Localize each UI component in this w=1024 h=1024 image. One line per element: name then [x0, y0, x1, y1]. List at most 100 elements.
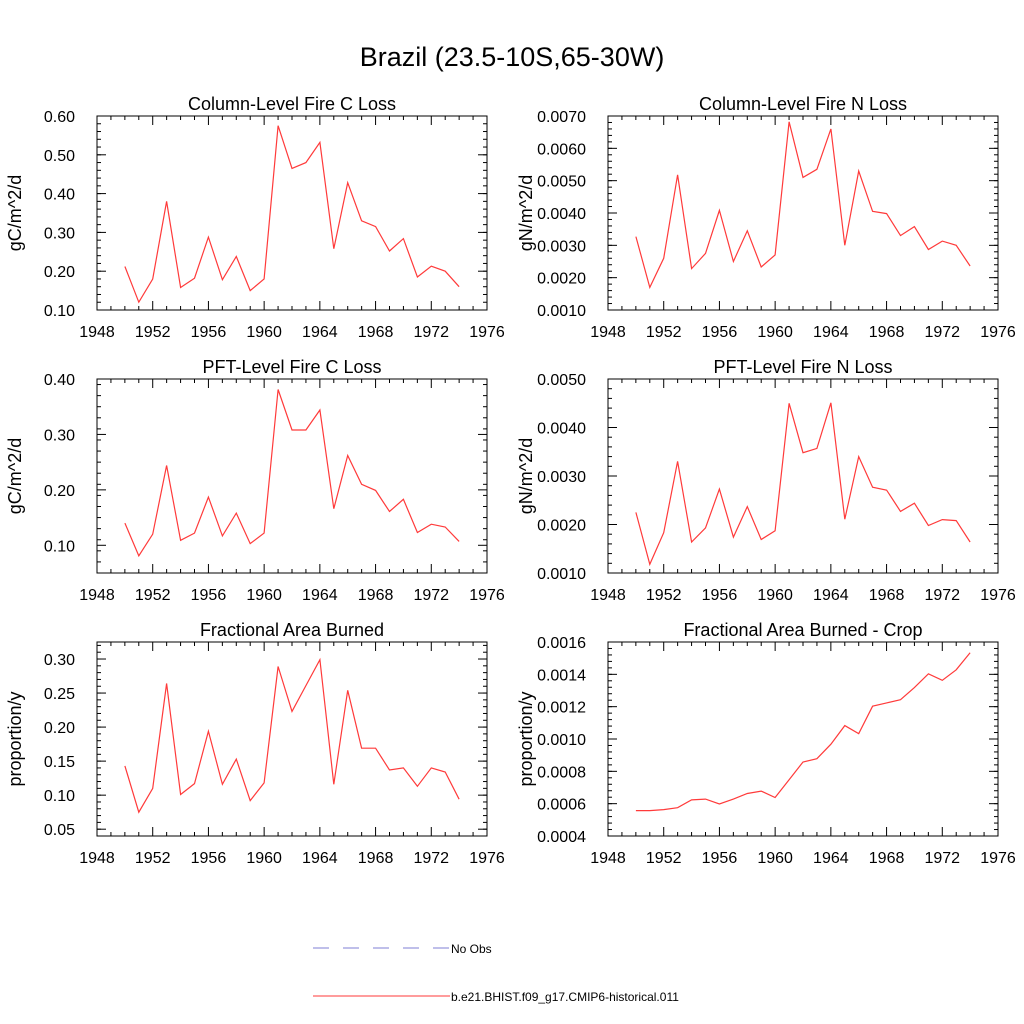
y-tick-label: 0.0014: [537, 667, 586, 684]
y-tick-label: 0.10: [44, 538, 75, 555]
x-tick-label: 1952: [135, 587, 171, 604]
chart-panel: Fractional Area Burned - Crop proportion/…: [516, 620, 1016, 867]
x-tick-label: 1952: [646, 324, 682, 341]
x-tick-label: 1972: [413, 324, 449, 341]
y-tick-label: 0.0010: [537, 566, 586, 583]
x-tick-label: 1968: [869, 324, 905, 341]
y-tick-label: 0.05: [44, 822, 75, 839]
panel-title: PFT-Level Fire N Loss: [713, 357, 892, 377]
x-tick-label: 1972: [924, 850, 960, 867]
y-tick-label: 0.60: [44, 109, 75, 126]
x-tick-label: 1976: [980, 324, 1016, 341]
y-tick-label: 0.25: [44, 686, 75, 703]
y-tick-label: 0.20: [44, 483, 75, 500]
legend: No Obs b.e21.BHIST.f09_g17.CMIP6-historic…: [313, 942, 679, 1004]
series-line: [635, 652, 971, 812]
x-tick-label: 1976: [469, 850, 505, 867]
x-tick-label: 1956: [191, 587, 227, 604]
x-tick-label: 1964: [813, 587, 849, 604]
x-tick-label: 1968: [869, 587, 905, 604]
x-tick-label: 1960: [246, 587, 282, 604]
x-tick-label: 1976: [980, 587, 1016, 604]
plot-frame: [96, 641, 488, 837]
y-tick-label: 0.0012: [537, 700, 586, 717]
y-tick-label: 0.50: [44, 148, 75, 165]
x-tick-label: 1960: [246, 850, 282, 867]
x-tick-label: 1968: [358, 587, 394, 604]
series-line: [635, 402, 971, 567]
chart-panel: PFT-Level Fire N Loss gN/m^2/d 1948 1952 195…: [516, 357, 1016, 604]
y-axis-label: gN/m^2/d: [516, 175, 536, 251]
y-tick-label: 0.0030: [537, 469, 586, 486]
x-tick-label: 1956: [702, 850, 738, 867]
x-tick-label: 1968: [869, 850, 905, 867]
x-tick-label: 1968: [358, 850, 394, 867]
x-tick-label: 1948: [590, 850, 626, 867]
y-axis-label: proportion/y: [516, 691, 536, 786]
chart-panel: Fractional Area Burned proportion/y 1948 19…: [5, 620, 505, 867]
y-tick-label: 0.20: [44, 720, 75, 737]
x-tick-label: 1960: [757, 587, 793, 604]
y-tick-label: 0.0060: [537, 141, 586, 158]
x-tick-label: 1960: [757, 324, 793, 341]
plot-frame: [607, 378, 999, 574]
x-tick-label: 1952: [646, 587, 682, 604]
y-tick-label: 0.0030: [537, 238, 586, 255]
x-tick-label: 1952: [135, 850, 171, 867]
y-tick-label: 0.0020: [537, 518, 586, 535]
x-tick-label: 1964: [813, 324, 849, 341]
y-tick-label: 0.30: [44, 225, 75, 242]
y-tick-label: 0.10: [44, 788, 75, 805]
chart-panel: Column-Level Fire C Loss gC/m^2/d 1948 1952…: [5, 94, 505, 341]
y-tick-label: 0.0008: [537, 764, 586, 781]
x-tick-label: 1972: [924, 587, 960, 604]
panels-group: Column-Level Fire C Loss gC/m^2/d 1948 1952…: [5, 94, 1016, 867]
x-tick-label: 1976: [980, 850, 1016, 867]
y-tick-label: 0.10: [44, 303, 75, 320]
panel-title: Column-Level Fire C Loss: [188, 94, 396, 114]
y-tick-label: 0.0006: [537, 797, 586, 814]
legend-label: No Obs: [451, 942, 492, 956]
y-tick-label: 0.0040: [537, 206, 586, 223]
x-tick-label: 1956: [702, 587, 738, 604]
y-tick-label: 0.0010: [537, 303, 586, 320]
y-tick-label: 0.30: [44, 427, 75, 444]
y-tick-label: 0.0040: [537, 421, 586, 438]
plot-frame: [607, 115, 999, 311]
x-tick-label: 1948: [590, 324, 626, 341]
y-axis-label: gC/m^2/d: [5, 175, 25, 251]
x-tick-label: 1964: [302, 587, 338, 604]
x-tick-label: 1972: [413, 587, 449, 604]
series-line: [124, 125, 460, 304]
y-tick-label: 0.0050: [537, 372, 586, 389]
x-tick-label: 1964: [302, 850, 338, 867]
x-tick-label: 1956: [191, 850, 227, 867]
y-tick-label: 0.40: [44, 372, 75, 389]
x-tick-label: 1968: [358, 324, 394, 341]
y-tick-label: 0.0010: [537, 732, 586, 749]
figure-title: Brazil (23.5-10S,65-30W): [360, 42, 665, 72]
series-line: [635, 121, 971, 290]
y-tick-label: 0.0020: [537, 271, 586, 288]
panel-title: Column-Level Fire N Loss: [699, 94, 907, 114]
x-tick-label: 1976: [469, 587, 505, 604]
x-tick-label: 1964: [302, 324, 338, 341]
x-tick-label: 1960: [246, 324, 282, 341]
y-axis-label: gC/m^2/d: [5, 438, 25, 514]
y-tick-label: 0.0004: [537, 829, 586, 846]
y-tick-label: 0.30: [44, 652, 75, 669]
chart-panel: Column-Level Fire N Loss gN/m^2/d 1948 1952…: [516, 94, 1016, 341]
series-line: [124, 389, 460, 558]
plot-frame: [96, 115, 488, 311]
x-tick-label: 1964: [813, 850, 849, 867]
x-tick-label: 1948: [79, 850, 115, 867]
x-tick-label: 1976: [469, 324, 505, 341]
y-tick-label: 0.20: [44, 264, 75, 281]
plot-frame: [96, 378, 488, 574]
chart-panel: PFT-Level Fire C Loss gC/m^2/d 1948 1952 195…: [5, 357, 505, 604]
y-tick-label: 0.40: [44, 187, 75, 204]
x-tick-label: 1948: [79, 324, 115, 341]
panel-title: Fractional Area Burned - Crop: [683, 620, 922, 640]
panel-title: PFT-Level Fire C Loss: [202, 357, 381, 377]
